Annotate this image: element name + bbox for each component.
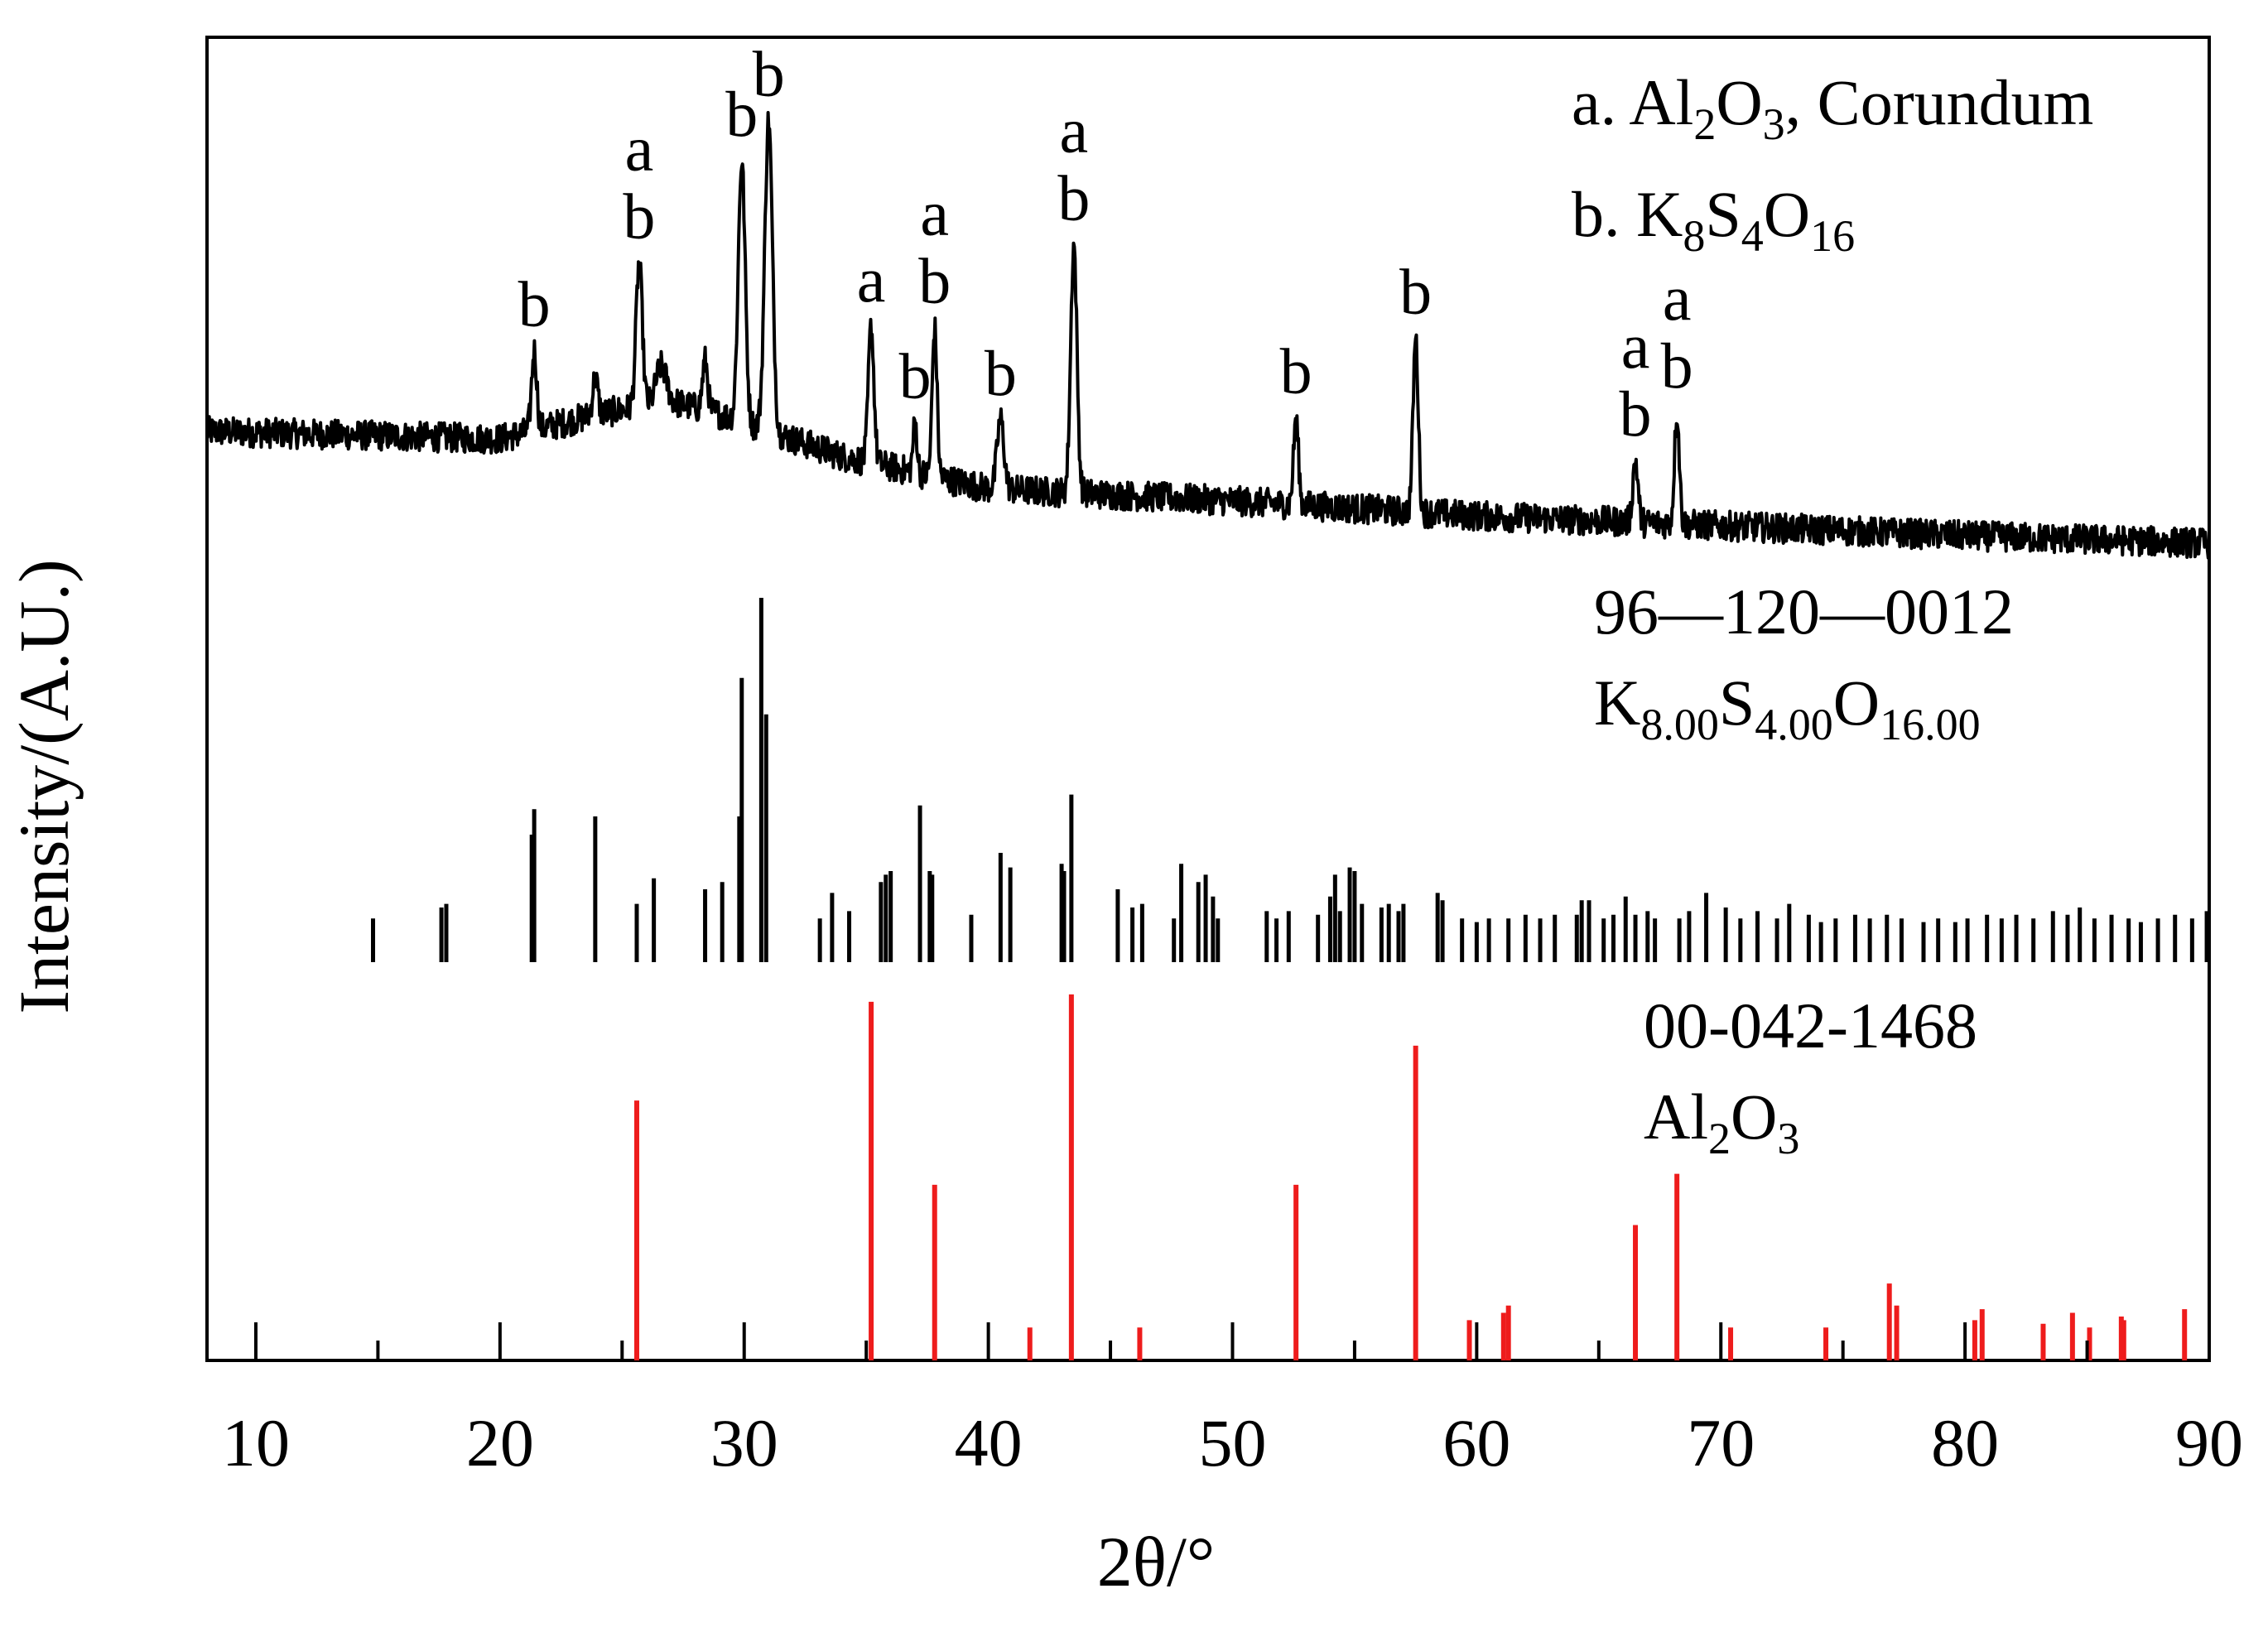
k8s4o16-reference-code: 96—120—0012	[1594, 575, 2014, 648]
x-tick-label: 70	[1687, 1405, 1755, 1480]
x-tick-label: 30	[710, 1405, 778, 1480]
x-tick-label: 80	[1931, 1405, 1999, 1480]
peak-label: a	[1621, 310, 1650, 382]
x-axis-title: 2θ/°	[1097, 1522, 1215, 1601]
legend-a: a. Al2O3, Corundum	[1572, 66, 2093, 149]
y-axis-title: Intensity/(A.U.)	[4, 559, 84, 1013]
x-tick-label: 60	[1442, 1405, 1510, 1480]
peak-label: b	[753, 37, 785, 109]
peak-label: b	[1280, 335, 1312, 407]
peak-label: a	[625, 113, 654, 185]
peak-label: b	[1057, 161, 1090, 233]
peak-label: a	[920, 177, 949, 249]
x-axis: 10 20 30 40 50 60 70 80 90	[222, 1322, 2243, 1480]
al2o3-reference-formula: Al2O3	[1644, 1081, 1799, 1163]
peak-label: a	[1663, 262, 1692, 334]
x-tick-label: 20	[466, 1405, 534, 1480]
k8s4o16-reference-pattern	[371, 598, 2209, 962]
x-tick-label: 50	[1198, 1405, 1266, 1480]
peak-label: b	[623, 181, 655, 253]
x-tick-label: 10	[222, 1405, 290, 1480]
k8s4o16-reference-formula: K8.00S4.00O16.00	[1594, 667, 1981, 749]
peak-label: b	[518, 268, 551, 340]
peak-label: b	[899, 340, 932, 412]
al2o3-reference-pattern	[633, 994, 2188, 1360]
peak-label: b	[1620, 378, 1652, 450]
peak-label: b	[985, 337, 1017, 409]
peak-label: b	[1399, 256, 1432, 328]
x-tick-label: 40	[955, 1405, 1023, 1480]
plot-border	[205, 36, 2211, 1362]
al2o3-reference-code: 00-042-1468	[1644, 989, 1977, 1062]
peak-label: b	[1661, 330, 1693, 402]
plot-frame	[205, 36, 2211, 1362]
peak-label: a	[857, 243, 886, 315]
peak-label: b	[725, 78, 758, 150]
peak-label: b	[918, 245, 951, 317]
x-tick-label: 90	[2175, 1405, 2243, 1480]
peak-label: a	[1060, 94, 1089, 166]
measured-line	[205, 111, 2211, 560]
legend-b: b. K8S4O16	[1572, 178, 1855, 261]
measured-pattern	[205, 111, 2211, 560]
